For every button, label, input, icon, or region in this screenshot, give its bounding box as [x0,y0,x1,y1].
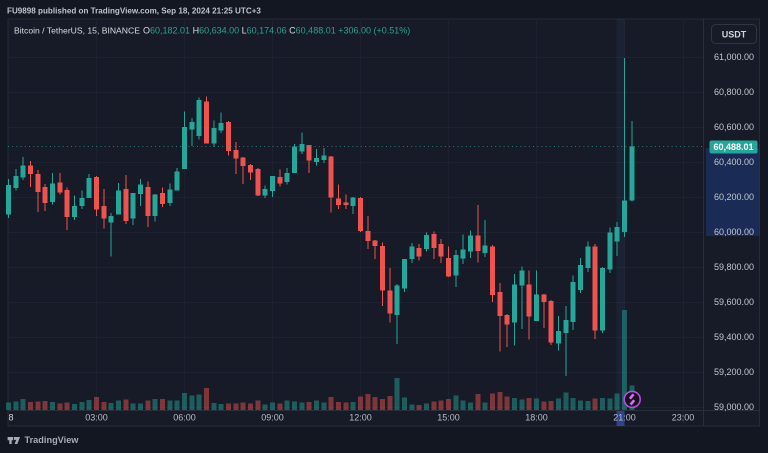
svg-text:59,200.00: 59,200.00 [714,367,754,377]
svg-text:8: 8 [8,413,13,423]
svg-text:59,600.00: 59,600.00 [714,297,754,307]
svg-text:59,800.00: 59,800.00 [714,262,754,272]
svg-text:Bitcoin / TetherUS, 15, BINANC: Bitcoin / TetherUS, 15, BINANCE [14,26,140,36]
svg-text:03:00: 03:00 [85,413,108,423]
svg-text:21:00: 21:00 [613,413,636,423]
svg-text:60,488.01: 60,488.01 [713,142,753,152]
svg-text:12:00: 12:00 [349,413,372,423]
svg-text:60,800.00: 60,800.00 [714,87,754,97]
svg-text:59,000.00: 59,000.00 [714,402,754,412]
svg-text:18:00: 18:00 [525,413,548,423]
svg-text:59,400.00: 59,400.00 [714,332,754,342]
svg-text:TradingView: TradingView [25,435,80,445]
svg-text:61,000.00: 61,000.00 [714,52,754,62]
svg-text:23:00: 23:00 [672,413,695,423]
svg-text:60,200.00: 60,200.00 [714,192,754,202]
svg-text:09:00: 09:00 [261,413,284,423]
svg-text:60,400.00: 60,400.00 [714,157,754,167]
svg-text:60,600.00: 60,600.00 [714,122,754,132]
svg-text:60,000.00: 60,000.00 [714,227,754,237]
svg-text:15:00: 15:00 [437,413,460,423]
svg-text:FU9898 published on TradingVie: FU9898 published on TradingView.com, Sep… [7,7,261,16]
svg-text:USDT: USDT [722,30,747,40]
svg-text:06:00: 06:00 [173,413,196,423]
svg-text:O60,182.01 H60,634.00 L60,174.: O60,182.01 H60,634.00 L60,174.06 C60,488… [143,26,410,36]
